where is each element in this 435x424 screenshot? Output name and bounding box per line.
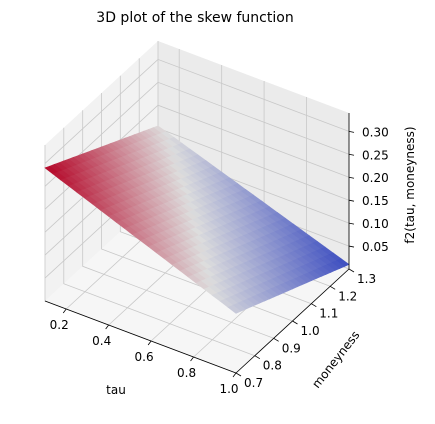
y-tick-mark: [348, 268, 355, 273]
x-tick-mark: [232, 372, 237, 378]
surface-patch: [227, 304, 242, 314]
x-tick-mark: [147, 340, 152, 346]
x-tick-mark: [62, 308, 67, 314]
y-tick-label: 0.9: [282, 341, 301, 355]
z-tick-mark: [348, 153, 355, 156]
z-axis-label: f2(tau, moneyness): [403, 126, 417, 243]
y-tick-label: 1.1: [319, 307, 338, 321]
y-tick-mark: [235, 372, 242, 377]
y-tick-mark: [273, 337, 279, 342]
x-tick-label: 0.4: [92, 334, 111, 348]
y-tick-mark: [292, 320, 298, 325]
x-tick-label: 1.0: [219, 382, 238, 396]
x-tick-mark: [190, 356, 194, 362]
z-tick-label: 0.30: [362, 125, 389, 139]
surface-plot: [44, 125, 350, 314]
z-tick-label: 0.25: [362, 148, 389, 162]
y-tick-label: 0.7: [244, 376, 263, 390]
grid-line: [44, 81, 350, 187]
y-tick-mark: [329, 285, 336, 290]
x-tick-label: 0.6: [135, 350, 154, 364]
x-axis-line: [44, 300, 237, 374]
z-tick-mark: [348, 245, 355, 248]
z-tick-mark: [348, 130, 355, 133]
x-tick-label: 0.8: [177, 366, 196, 380]
y-tick-label: 1.3: [357, 272, 376, 286]
z-tick-mark: [348, 199, 355, 202]
chart-title: 3D plot of the skew function: [96, 10, 293, 26]
grid-line: [44, 58, 350, 164]
z-tick-label: 0.10: [362, 217, 389, 231]
z-tick-label: 0.20: [362, 171, 389, 185]
tick-labels: 0.20.40.60.81.0 0.70.80.91.01.11.21.30.05…: [50, 125, 389, 396]
x-axis-label: tau: [106, 383, 126, 397]
y-tick-label: 1.0: [301, 324, 320, 338]
y-tick-label: 1.2: [338, 289, 357, 303]
x-tick-label: 0.2: [50, 318, 69, 332]
z-tick-mark: [348, 176, 355, 179]
y-tick-mark: [311, 303, 317, 308]
y-tick-mark: [254, 355, 261, 360]
y-tick-label: 0.8: [263, 359, 282, 373]
z-tick-mark: [348, 222, 355, 225]
x-tick-mark: [105, 324, 109, 330]
z-tick-label: 0.05: [362, 240, 389, 254]
z-tick-label: 0.15: [362, 194, 389, 208]
